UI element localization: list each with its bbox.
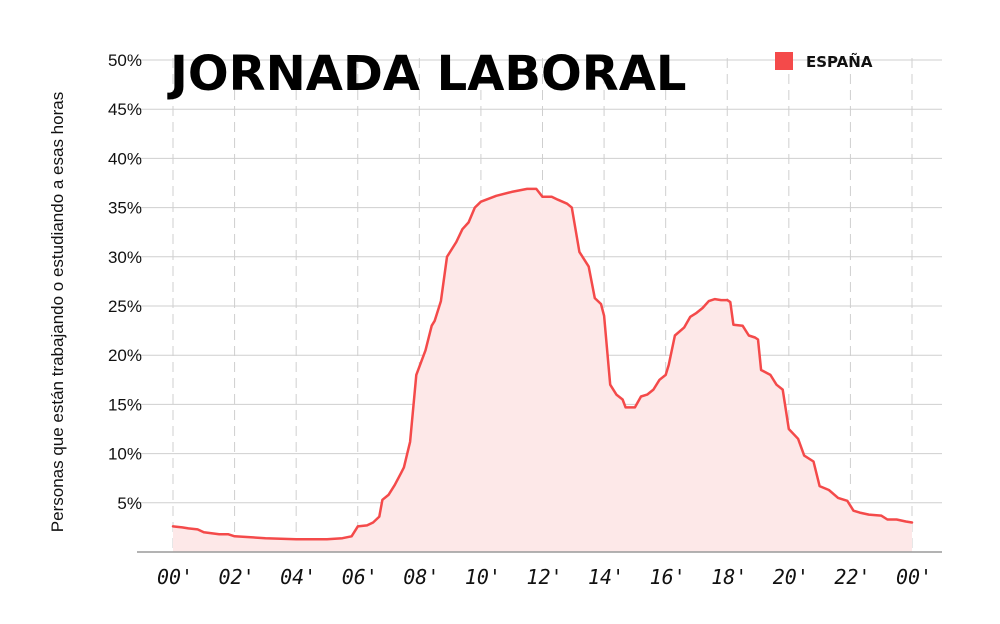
x-tick-label-7: 14' <box>588 565 624 589</box>
y-tick-label-1: 10% <box>108 445 142 464</box>
y-tick-label-8: 45% <box>108 100 142 119</box>
x-tick-label-12: 00' <box>896 565 932 589</box>
legend-label-espana: ESPAÑA <box>806 52 873 71</box>
legend: ESPAÑA <box>775 52 873 71</box>
y-tick-label-0: 5% <box>117 494 142 513</box>
y-tick-label-9: 50% <box>108 51 142 70</box>
x-tick-label-9: 18' <box>711 565 747 589</box>
series-line-0 <box>171 187 914 541</box>
x-tick-label-2: 04' <box>280 565 316 589</box>
x-tick-label-3: 06' <box>342 565 378 589</box>
y-axis-ticks: 5% 10% 15% 20% 25% 30% 35% 40% 45% 50% <box>108 51 142 513</box>
x-axis-ticks: 00' 02' 04' 06' 08' 10' 12' 14' 16' 18' 20' 22' 00' <box>157 565 932 589</box>
series-area-fill-0 <box>173 188 912 552</box>
x-tick-label-0: 00' <box>157 565 193 589</box>
x-tick-label-8: 16' <box>650 565 686 589</box>
x-tick-label-1: 02' <box>219 565 255 589</box>
y-axis-label: Personas que están trabajando o estudian… <box>48 92 67 532</box>
x-tick-label-10: 20' <box>773 565 809 589</box>
x-tick-label-11: 22' <box>834 565 870 589</box>
chart-title: JORNADA LABORAL <box>167 46 686 102</box>
y-tick-label-5: 30% <box>108 248 142 267</box>
legend-swatch-espana <box>775 52 793 70</box>
x-tick-label-4: 08' <box>403 565 439 589</box>
x-tick-label-6: 12' <box>526 565 562 589</box>
y-tick-label-2: 15% <box>108 395 142 414</box>
y-tick-label-6: 35% <box>108 199 142 218</box>
series-area <box>171 187 914 552</box>
x-tick-label-5: 10' <box>465 565 501 589</box>
y-tick-label-3: 20% <box>108 346 142 365</box>
y-tick-label-7: 40% <box>108 149 142 168</box>
y-tick-label-4: 25% <box>108 297 142 316</box>
